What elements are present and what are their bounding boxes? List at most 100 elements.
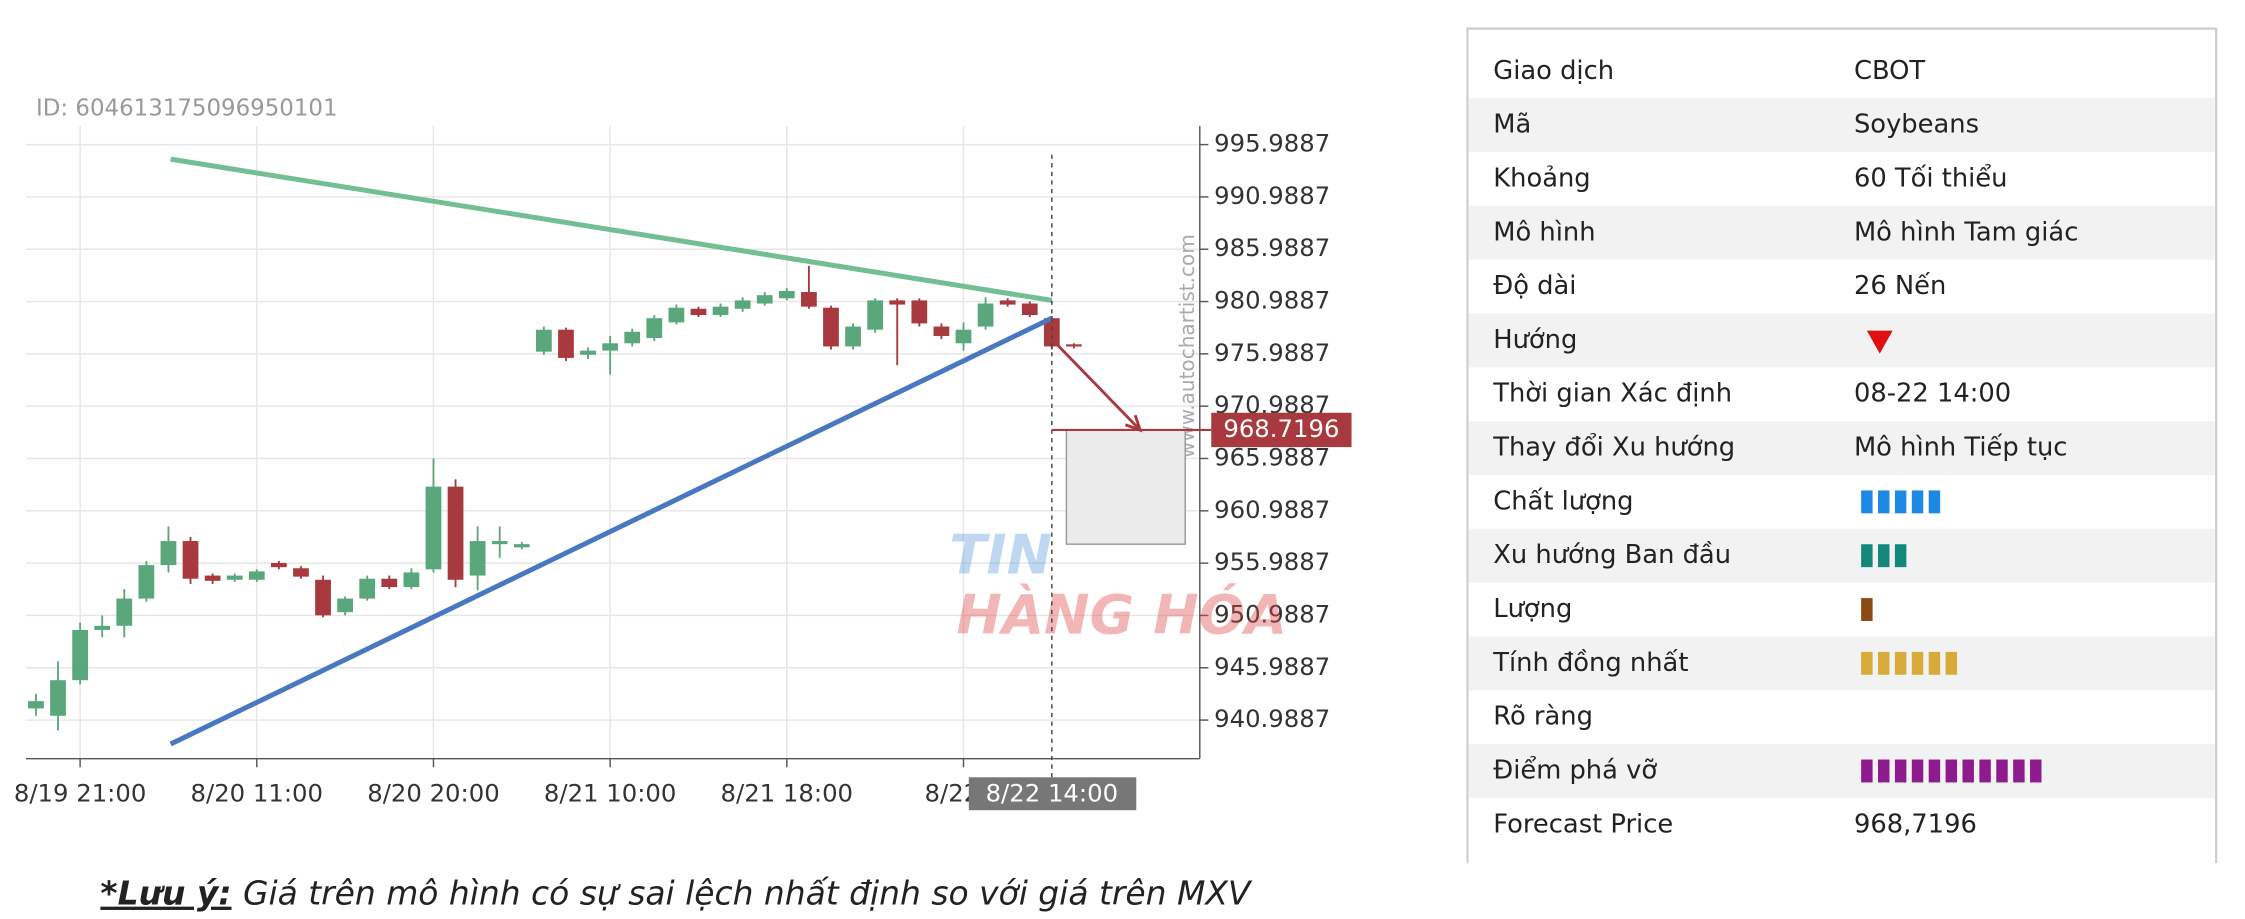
table-label: Xu hướng Ban đầu <box>1493 540 1731 570</box>
candle-body <box>712 306 729 316</box>
rating-bar <box>1878 544 1890 568</box>
forecast-arrow <box>1050 338 1142 432</box>
candle-body <box>823 307 839 347</box>
rating-bar <box>1979 759 1991 783</box>
candle-body <box>72 629 88 681</box>
y-tick-label: 990.9887 <box>1214 181 1330 210</box>
rating-bar <box>1861 651 1873 675</box>
rating-bar <box>1878 759 1890 783</box>
table-row-bg <box>1468 98 2215 153</box>
rating-bar <box>1894 651 1907 675</box>
candle-body <box>94 625 111 630</box>
chart-id: ID: 604613175096950101 <box>36 95 338 121</box>
candle-body <box>491 541 508 545</box>
candle-body <box>734 300 751 309</box>
arrow-head <box>1124 414 1143 433</box>
y-tick-label: 960.9887 <box>1214 495 1330 524</box>
x-tick-label: 8/20 11:00 <box>191 778 323 807</box>
table-label: Điểm phá vỡ <box>1493 754 1657 785</box>
table-label: Khoảng <box>1493 163 1590 193</box>
table-value: 08-22 14:00 <box>1854 379 2011 409</box>
candle-body <box>381 578 398 588</box>
candle-body <box>447 486 464 580</box>
rating-bar <box>1878 651 1890 675</box>
candle-body <box>513 544 530 548</box>
table-value: Mô hình Tiếp tục <box>1854 433 2067 463</box>
y-tick-label: 975.9887 <box>1214 338 1330 367</box>
y-tick-label: 945.9887 <box>1214 652 1330 681</box>
rating-bar <box>1928 651 1941 675</box>
trend-line <box>169 315 1053 747</box>
x-tick-label: 8/21 10:00 <box>544 778 676 807</box>
table-label: Tính đồng nhất <box>1492 648 1688 678</box>
candle-body <box>602 343 619 351</box>
rating-bar <box>2013 759 2025 783</box>
table-value: CBOT <box>1854 56 1925 86</box>
candle-body <box>999 300 1016 305</box>
watermark-top: TIN <box>949 523 1052 586</box>
table-border <box>1466 27 2218 864</box>
note-label: *Lưu ý: <box>100 873 231 912</box>
candle-body <box>624 331 641 344</box>
candle-body <box>315 579 331 616</box>
table-label: Lượng <box>1493 594 1572 624</box>
table-row-bg <box>1468 205 2215 260</box>
rating-bar <box>1911 490 1924 514</box>
y-tick-label: 940.9887 <box>1214 704 1330 733</box>
trend-line <box>170 156 1053 303</box>
table-row-bg <box>1468 313 2215 368</box>
candle-body <box>138 565 155 599</box>
candle-body <box>977 303 994 327</box>
table-value: Mô hình Tam giác <box>1854 217 2078 247</box>
y-tick-label: 955.9887 <box>1214 547 1330 576</box>
crosshair-label-box <box>968 777 1137 811</box>
rating-bar <box>1945 651 1958 675</box>
candle-body <box>226 575 243 580</box>
table-label: Thời gian Xác định <box>1492 379 1732 409</box>
rating-bar <box>1861 598 1873 621</box>
candle-body <box>204 575 221 581</box>
candle-body <box>293 568 309 577</box>
rating-bar <box>1911 759 1924 783</box>
candle-body <box>28 701 44 709</box>
candle-body <box>1043 318 1060 347</box>
table-row-bg <box>1468 636 2215 691</box>
table-label: Forecast Price <box>1493 809 1673 839</box>
candle-body <box>558 329 574 358</box>
rating-bar <box>1878 490 1890 514</box>
rating-bar <box>1861 490 1873 514</box>
rating-bar <box>2030 759 2042 783</box>
direction-icon <box>1866 330 1893 354</box>
candle-body <box>116 598 133 626</box>
forecast-label: 968.7196 <box>1223 414 1339 443</box>
candle-body <box>359 578 376 599</box>
table-label: Thay đổi Xu hướng <box>1492 432 1735 463</box>
candle-body <box>867 300 884 330</box>
rating-bar <box>1945 759 1958 783</box>
candle-body <box>911 300 928 324</box>
source-label: www.autochartist.com <box>1175 234 1199 458</box>
forecast-zone <box>1065 429 1186 545</box>
candle-body <box>690 308 707 316</box>
candle-body <box>425 486 442 570</box>
table-label: Mã <box>1493 110 1531 140</box>
note-text: Giá trên mô hình có sự sai lệch nhất địn… <box>243 873 1253 912</box>
table-value: 968,7196 <box>1854 809 1977 839</box>
y-tick-label: 985.9887 <box>1214 233 1330 262</box>
candle-body <box>536 329 552 352</box>
y-tick-label: 980.9887 <box>1214 286 1330 315</box>
candle-body <box>756 295 773 304</box>
rating-bar <box>1928 490 1941 514</box>
x-tick-label: 8/19 21:00 <box>14 778 146 807</box>
table-row-bg <box>1468 528 2215 583</box>
watermark-bottom: HÀNG HÓA <box>956 583 1286 647</box>
candle-body <box>182 541 199 579</box>
table-value: 26 Nến <box>1854 271 1946 301</box>
crosshair-label: 8/22 14:00 <box>986 778 1118 807</box>
candle-body <box>580 350 596 355</box>
forecast-label-box <box>1211 412 1352 448</box>
candle-body <box>160 541 177 566</box>
candle-body <box>337 598 353 613</box>
